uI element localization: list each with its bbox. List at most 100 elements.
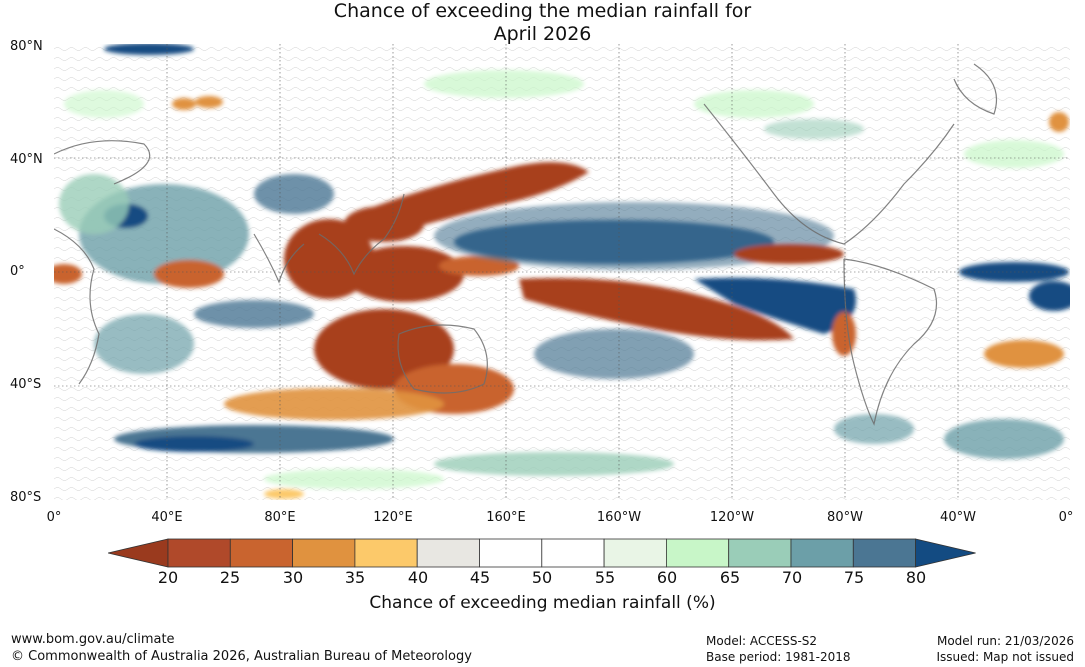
legend-swatch-60-65 [666,538,730,568]
wet-atlantic-east [1029,281,1070,311]
dry-east-africa-coast [54,264,82,284]
map-title: Chance of exceeding the median rainfall … [0,0,1085,46]
legend-tick-45: 45 [469,568,491,587]
legend-tick-35: 35 [344,568,366,587]
legend-tick-40: 40 [407,568,429,587]
dry-antarctic-patch [264,489,304,499]
footer-model: Model: ACCESS-S2 [706,634,818,648]
wet-southern-ocean-atlantic [944,419,1064,459]
wet-south-pacific-teal [834,414,914,444]
legend-tick-25: 25 [219,568,241,587]
coast-australia [397,324,488,394]
legend-arrow-high [915,538,976,568]
pale-north-band-5 [64,90,144,118]
wet-middle-east [59,174,129,234]
legend-swatch-25-30 [229,538,294,568]
wet-central-indian-ocean [194,300,314,328]
footer-run-info: Model run: 21/03/2026 Issued: Map not is… [936,633,1074,665]
coast-europe [54,140,151,185]
legend-tick-30: 30 [282,568,304,587]
legend-swatch-75-80 [852,538,916,568]
dry-maritime-continent [344,246,464,302]
wet-southern-ocean-pacific [434,452,674,476]
legend-tick-50: 50 [531,568,553,587]
dry-east-pacific-north [734,244,844,264]
map-svg [54,44,1070,500]
footer-left: www.bom.gov.au/climate © Commonwealth of… [11,631,472,665]
lon-label-40e: 40°E [151,510,183,525]
legend-tick-60: 60 [656,568,678,587]
pale-antarctic-band [264,469,444,489]
graticule [54,44,1070,500]
lat-label-equator: 0° [10,264,25,279]
probability-regions [54,44,1070,499]
pale-north-band-2 [694,90,814,118]
title-line-1: Chance of exceeding the median rainfall … [333,0,752,22]
legend-swatch-70-75 [790,538,854,568]
footer-model-info: Model: ACCESS-S2 Base period: 1981-2018 [706,633,851,665]
legend-swatch-45-50 [479,538,543,568]
legend-tick-65: 65 [719,568,741,587]
coast-greenland [953,63,998,115]
wet-spcz [534,329,694,379]
dry-arabian-sea [154,260,224,288]
legend-tick-75: 75 [843,568,865,587]
coast-south-america [843,258,938,426]
colorbar-svg [107,538,976,568]
legend-swatch-55-60 [603,538,667,568]
dry-south-china [344,206,424,242]
coast-southeast-asia [318,193,405,276]
footer-base-period: Base period: 1981-2018 [706,650,851,664]
lon-label-120w: 120°W [709,510,755,525]
dry-north-patch-3 [1049,112,1069,132]
coastlines [54,63,998,426]
legend-swatch-50-55 [541,538,605,568]
wet-north-pacific-halo [434,202,834,270]
pale-north-band-4 [964,140,1064,168]
dry-south-atlantic [984,340,1064,368]
legend-arrow-low [107,538,169,568]
lon-label-0-left: 0° [46,510,62,525]
wet-southeast-pacific-band [694,277,856,334]
lon-label-80w: 80°W [827,510,863,525]
legend-colorbar [107,538,978,572]
lon-label-80e: 80°E [264,510,296,525]
coast-india [253,233,305,284]
dry-south-indian-band [224,388,444,420]
wet-madagascar-region [94,314,194,374]
lat-label-40n: 40°N [10,152,43,167]
lon-label-160w: 160°W [596,510,642,525]
legend-swatch-40-45 [416,538,480,568]
legend-tick-80: 80 [905,568,927,587]
dry-north-patch-1 [172,98,196,110]
lon-label-40w: 40°W [940,510,976,525]
wet-asia-east [254,174,334,214]
coast-africa [54,228,100,385]
footer-issued: Issued: Map not issued [936,650,1074,664]
legend-tick-70: 70 [781,568,803,587]
legend-swatch-65-70 [728,538,792,568]
lat-label-80s: 80°S [10,490,42,505]
legend-swatch-20-25 [167,538,231,568]
title-line-2: April 2026 [493,23,592,45]
dry-central-pacific-band [519,278,794,341]
lat-label-40s: 40°S [10,377,42,392]
legend-tick-20: 20 [157,568,179,587]
footer-model-run: Model run: 21/03/2026 [936,634,1074,648]
legend-swatch-30-35 [292,538,356,568]
legend-tick-55: 55 [594,568,616,587]
wet-southern-ocean-core [134,436,254,452]
pale-north-band-1 [424,70,584,98]
pale-north-band-3 [764,119,864,139]
legend-swatch-35-40 [354,538,418,568]
lon-label-120e: 120°E [373,510,413,525]
rainfall-probability-map [54,44,1070,500]
footer-site-link[interactable]: www.bom.gov.au/climate [11,632,175,647]
dry-south-america-west [832,312,856,356]
lon-label-0-right: 0° [1058,510,1074,525]
footer-copyright: © Commonwealth of Australia 2026, Austra… [11,649,472,664]
coast-north-america [703,103,955,245]
wet-arctic-patch [104,44,194,55]
lon-label-160e: 160°E [486,510,526,525]
lat-label-80n: 80°N [10,39,43,54]
